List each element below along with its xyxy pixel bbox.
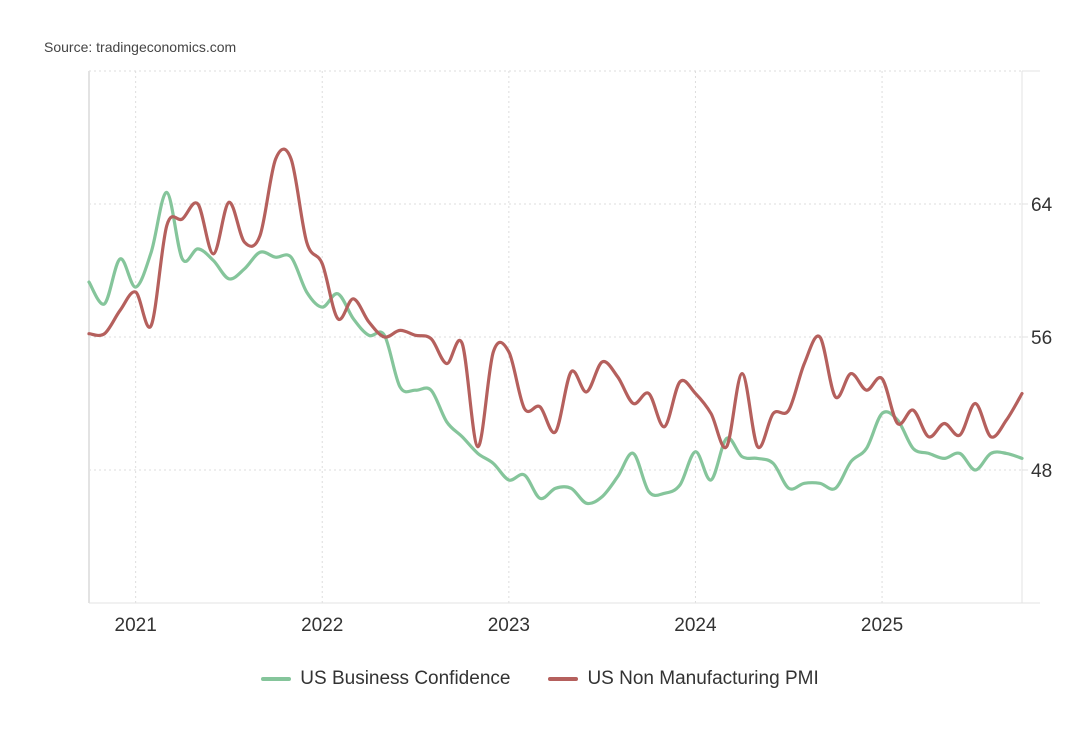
legend: US Business Confidence US Non Manufactur… <box>0 668 1080 690</box>
series-non-manufacturing-pmi <box>87 147 1024 450</box>
tick-labels: 64 56 48 2021 2022 2023 2024 2025 <box>115 195 1053 636</box>
axes <box>88 70 1040 604</box>
series-layer <box>87 147 1024 506</box>
legend-item-non-manufacturing-pmi[interactable]: US Non Manufacturing PMI <box>548 668 819 690</box>
legend-label: US Business Confidence <box>300 668 511 689</box>
y-tick-label: 64 <box>1031 195 1053 216</box>
x-tick-label: 2021 <box>115 615 157 636</box>
source-label: Source: tradingeconomics.com <box>44 39 237 55</box>
legend-item-business-confidence[interactable]: US Business Confidence <box>261 668 510 690</box>
legend-swatch-non-manufacturing-pmi <box>548 677 579 681</box>
legend-swatch-business-confidence <box>261 677 292 681</box>
series-line[interactable] <box>87 190 1024 506</box>
grid <box>89 70 1022 603</box>
y-tick-label: 56 <box>1031 328 1052 349</box>
x-tick-label: 2024 <box>674 615 717 636</box>
series-line[interactable] <box>87 147 1024 450</box>
x-tick-label: 2022 <box>301 615 343 636</box>
legend-label: US Non Manufacturing PMI <box>587 668 819 689</box>
series-business-confidence <box>87 190 1024 506</box>
y-tick-label: 48 <box>1031 461 1052 482</box>
x-tick-label: 2023 <box>488 615 530 636</box>
x-tick-label: 2025 <box>861 615 903 636</box>
